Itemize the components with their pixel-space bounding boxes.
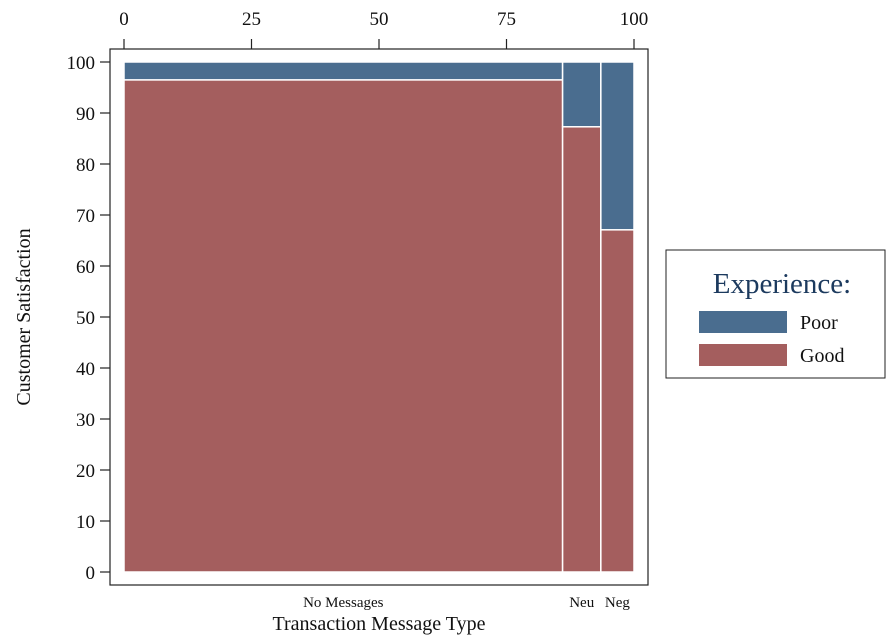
y-tick-label: 20 (76, 461, 95, 482)
category-labels: No Messages Neu Neg (303, 595, 630, 611)
category-label: Neg (605, 595, 630, 611)
tile-poor (561, 61, 602, 128)
category-label: No Messages (303, 595, 384, 611)
mosaic-tiles (123, 61, 635, 573)
y-axis: 0 10 20 30 40 50 60 70 80 90 100 (67, 53, 110, 584)
legend-label-poor: Poor (800, 312, 838, 334)
y-tick-label: 70 (76, 206, 95, 227)
legend-swatch-good (699, 344, 787, 366)
y-tick-label: 90 (76, 104, 95, 125)
legend-label-good: Good (800, 345, 844, 367)
x-tick-label: 50 (370, 9, 389, 30)
y-tick-label: 60 (76, 257, 95, 278)
y-tick-label: 40 (76, 359, 95, 380)
y-tick-label: 100 (67, 53, 96, 74)
x-axis: 0 25 50 75 100 (119, 9, 648, 49)
x-tick-label: 75 (497, 9, 516, 30)
x-tick-label: 0 (119, 9, 129, 30)
tile-poor (600, 61, 635, 231)
y-tick-label: 80 (76, 155, 95, 176)
y-tick-label: 0 (86, 563, 96, 584)
tile-good (123, 79, 564, 573)
tile-good (561, 126, 602, 573)
legend: Experience: Poor Good (665, 249, 886, 379)
x-tick-label: 25 (242, 9, 261, 30)
tile-poor (123, 61, 564, 81)
y-tick-label: 50 (76, 308, 95, 329)
y-axis-title: Customer Satisfaction (13, 228, 35, 405)
tile-good (600, 229, 635, 573)
x-axis-title: Transaction Message Type (272, 613, 485, 635)
legend-swatch-poor (699, 311, 787, 333)
y-tick-label: 10 (76, 512, 95, 533)
legend-title: Experience: (713, 268, 851, 300)
x-tick-label: 100 (620, 9, 649, 30)
category-label: Neu (569, 595, 594, 611)
y-tick-label: 30 (76, 410, 95, 431)
